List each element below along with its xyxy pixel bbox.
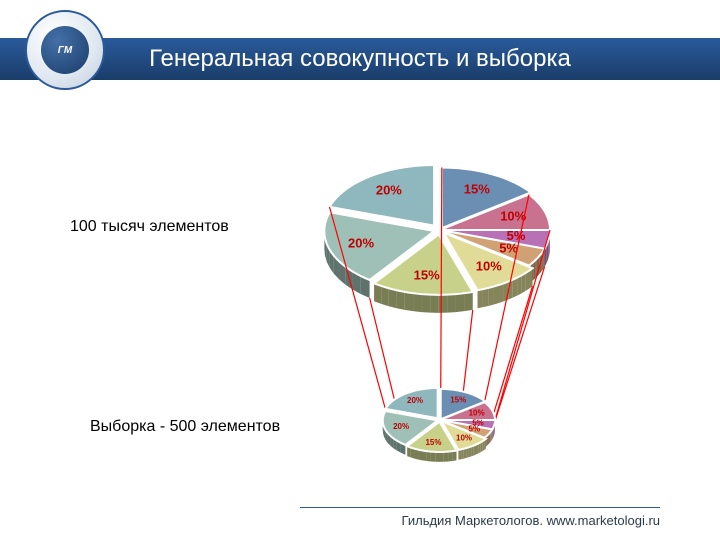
logo-monogram: ГМ bbox=[41, 26, 89, 74]
slice-label: 15% bbox=[425, 438, 441, 447]
slice-label: 20% bbox=[376, 183, 402, 198]
population-label: 100 тысяч элементов bbox=[70, 218, 229, 236]
slice-label: 10% bbox=[469, 409, 485, 418]
slice-label: 20% bbox=[348, 236, 374, 251]
sample-label: Выборка - 500 элементов bbox=[90, 418, 280, 436]
footer-rule bbox=[300, 507, 660, 508]
footer-text: Гильдия Маркетологов. www.marketologi.ru bbox=[402, 513, 660, 528]
pie-charts: 15%10%5%5%10%15%20%20%15%10%5%5%10%15%20… bbox=[280, 100, 640, 520]
page-title: Генеральная совокупность и выборка bbox=[0, 38, 720, 80]
slice-label: 20% bbox=[407, 396, 423, 405]
slice-label: 5% bbox=[499, 241, 518, 256]
slice-label: 15% bbox=[464, 182, 490, 197]
slice-label: 20% bbox=[393, 422, 409, 431]
slice-label: 15% bbox=[414, 268, 440, 283]
slice-label: 10% bbox=[476, 258, 502, 273]
pie-svg: 15%10%5%5%10%15%20%20%15%10%5%5%10%15%20… bbox=[280, 100, 640, 520]
slice-label: 10% bbox=[456, 433, 472, 442]
logo: ГМ bbox=[25, 10, 105, 90]
slice-label: 15% bbox=[450, 395, 466, 404]
